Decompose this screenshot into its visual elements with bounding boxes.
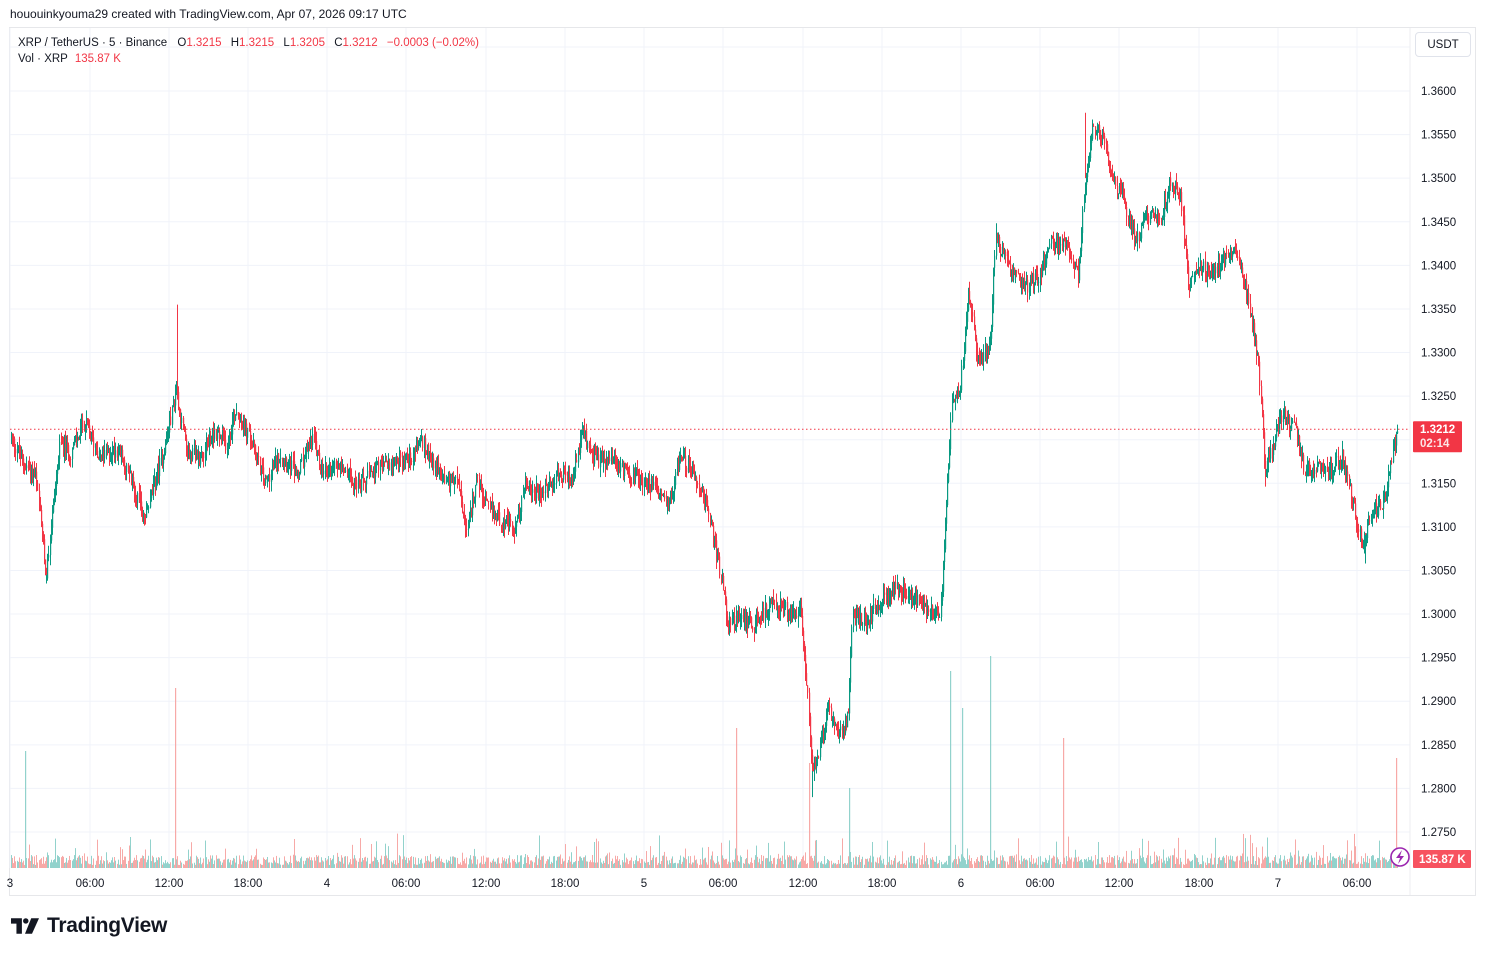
svg-text:1.3000: 1.3000 (1421, 609, 1456, 621)
open-label: O (177, 37, 187, 49)
time-axis[interactable]: 3 06:00 12:00 18:00 4 06:00 12:00 18:00 5 06:00 12… (7, 878, 1372, 890)
svg-text:1.2850: 1.2850 (1421, 740, 1456, 752)
close-label: C (334, 37, 343, 49)
svg-text:1.3400: 1.3400 (1421, 260, 1456, 272)
tradingview-logo[interactable]: TradingView (11, 914, 167, 938)
svg-text:7: 7 (1275, 878, 1281, 890)
chart-legend: XRP / TetherUS · 5 · Binance O1.3215 H1.… (18, 35, 479, 67)
svg-text:18:00: 18:00 (551, 878, 580, 890)
chart-credit: hououinkyouma29 created with TradingView… (10, 7, 407, 21)
volume-row: Vol · XRP 135.87 K (18, 51, 479, 67)
svg-text:1.3250: 1.3250 (1421, 391, 1456, 403)
svg-text:6: 6 (958, 878, 964, 890)
low-value: 1.3205 (289, 37, 325, 49)
grid-lines (9, 28, 1411, 895)
svg-text:1.2900: 1.2900 (1421, 696, 1456, 708)
svg-text:02:14: 02:14 (1420, 438, 1450, 450)
tradingview-logo-icon (11, 918, 39, 934)
currency-button[interactable]: USDT (1415, 32, 1471, 57)
svg-text:18:00: 18:00 (1185, 878, 1214, 890)
svg-text:1.2950: 1.2950 (1421, 653, 1456, 665)
svg-text:5: 5 (641, 878, 647, 890)
svg-text:1.3050: 1.3050 (1421, 565, 1456, 577)
symbol-label[interactable]: XRP / TetherUS · 5 · Binance (18, 37, 168, 49)
high-value: 1.3215 (239, 37, 275, 49)
svg-text:1.3500: 1.3500 (1421, 173, 1456, 185)
svg-text:12:00: 12:00 (1105, 878, 1134, 890)
candlesticks (11, 112, 1399, 798)
svg-text:1.3600: 1.3600 (1421, 86, 1456, 98)
svg-text:1.3550: 1.3550 (1421, 130, 1456, 142)
high-label: H (230, 37, 240, 49)
svg-text:1.3150: 1.3150 (1421, 478, 1456, 490)
svg-text:1.3350: 1.3350 (1421, 304, 1456, 316)
svg-text:1.3450: 1.3450 (1421, 217, 1456, 229)
lightning-icon[interactable] (1390, 847, 1410, 867)
svg-text:06:00: 06:00 (1026, 878, 1055, 890)
svg-text:1.3100: 1.3100 (1421, 522, 1456, 534)
change-value: −0.0003 (−0.02%) (386, 37, 479, 49)
svg-text:12:00: 12:00 (789, 878, 818, 890)
svg-text:1.2750: 1.2750 (1421, 827, 1456, 839)
svg-text:06:00: 06:00 (76, 878, 105, 890)
svg-text:1.3212: 1.3212 (1420, 424, 1455, 436)
price-axis[interactable]: 1.3600 1.3550 1.3500 1.3450 1.3400 1.3350 1.33… (1421, 86, 1456, 839)
tradingview-wordmark: TradingView (47, 914, 168, 937)
svg-text:135.87 K: 135.87 K (1419, 854, 1466, 866)
low-label: L (283, 37, 290, 49)
last-price-tag: 1.3212 02:14 (1413, 421, 1462, 453)
svg-text:06:00: 06:00 (1343, 878, 1372, 890)
svg-text:12:00: 12:00 (155, 878, 184, 890)
svg-text:4: 4 (324, 878, 331, 890)
svg-text:1.3300: 1.3300 (1421, 348, 1456, 360)
volume-tag: 135.87 K (1413, 850, 1471, 868)
svg-text:3: 3 (7, 878, 13, 890)
svg-text:12:00: 12:00 (472, 878, 501, 890)
svg-text:06:00: 06:00 (709, 878, 738, 890)
open-value: 1.3215 (186, 37, 222, 49)
ohlc-row: XRP / TetherUS · 5 · Binance O1.3215 H1.… (18, 35, 479, 51)
svg-text:06:00: 06:00 (392, 878, 421, 890)
volume-bars (11, 656, 1398, 868)
svg-text:18:00: 18:00 (868, 878, 897, 890)
volume-label[interactable]: Vol · XRP (18, 53, 68, 65)
close-value: 1.3212 (342, 37, 378, 49)
svg-text:18:00: 18:00 (234, 878, 263, 890)
svg-text:1.2800: 1.2800 (1421, 783, 1456, 795)
volume-value: 135.87 K (74, 53, 121, 65)
